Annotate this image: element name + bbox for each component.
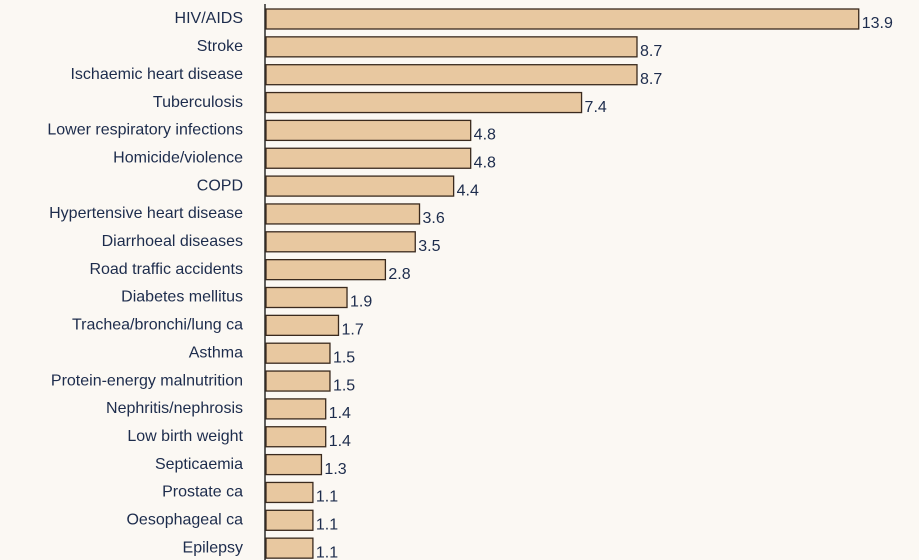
value-label: 1.1 bbox=[316, 489, 338, 506]
y-tick-label: Road traffic accidents bbox=[89, 261, 243, 278]
value-label: 4.8 bbox=[474, 127, 496, 144]
bar bbox=[265, 314, 340, 337]
y-tick-label: Nephritis/nephrosis bbox=[106, 400, 243, 417]
value-label: 1.9 bbox=[350, 294, 372, 311]
value-label: 1.5 bbox=[333, 349, 355, 366]
y-tick-label: Diarrhoeal diseases bbox=[102, 233, 243, 250]
bar bbox=[265, 64, 638, 86]
bar bbox=[265, 509, 314, 531]
y-tick-label: Low birth weight bbox=[127, 428, 243, 445]
y-tick-label: Homicide/violence bbox=[113, 149, 243, 166]
value-label: 7.4 bbox=[585, 99, 607, 116]
bar bbox=[265, 203, 421, 225]
value-label: 1.4 bbox=[329, 433, 351, 450]
bar bbox=[265, 119, 472, 142]
bar bbox=[265, 398, 327, 420]
value-label: 1.4 bbox=[329, 405, 351, 422]
value-label: 1.5 bbox=[333, 377, 355, 394]
y-tick-label: Tuberculosis bbox=[153, 94, 243, 111]
value-label: 1.7 bbox=[341, 322, 363, 339]
y-tick-label: Protein-energy malnutrition bbox=[51, 372, 243, 389]
y-tick-label: Trachea/bronchi/lung ca bbox=[72, 317, 243, 334]
y-tick-label: Asthma bbox=[189, 344, 243, 361]
value-label: 2.8 bbox=[388, 266, 410, 283]
y-tick-label: HIV/AIDS bbox=[175, 10, 243, 27]
bar bbox=[265, 537, 314, 559]
y-tick-label: Ischaemic heart disease bbox=[70, 66, 243, 83]
bar bbox=[265, 426, 327, 448]
bar bbox=[265, 231, 416, 253]
value-label: 8.7 bbox=[640, 43, 662, 60]
bar bbox=[265, 8, 860, 30]
value-label: 1.1 bbox=[316, 544, 338, 560]
bar bbox=[265, 147, 472, 169]
value-label: 13.9 bbox=[862, 15, 893, 32]
bar bbox=[265, 175, 455, 197]
value-label: 3.5 bbox=[418, 238, 440, 255]
value-label: 4.8 bbox=[474, 154, 496, 171]
y-tick-label: Epilepsy bbox=[183, 539, 243, 556]
bar bbox=[265, 286, 348, 309]
y-tick-label: Septicaemia bbox=[155, 456, 243, 473]
value-label: 4.4 bbox=[457, 182, 479, 199]
y-tick-label: Hypertensive heart disease bbox=[49, 205, 243, 222]
bar bbox=[265, 481, 314, 504]
y-tick-label: Prostate ca bbox=[162, 484, 243, 501]
bar bbox=[265, 342, 331, 364]
bar bbox=[265, 453, 323, 476]
value-label: 3.6 bbox=[423, 210, 445, 227]
bar bbox=[265, 258, 387, 281]
y-tick-label: Oesophageal ca bbox=[126, 512, 243, 529]
y-tick-label: COPD bbox=[197, 177, 243, 194]
value-label: 8.7 bbox=[640, 71, 662, 88]
bar bbox=[265, 91, 583, 114]
value-label: 1.3 bbox=[324, 461, 346, 478]
y-tick-label: Diabetes mellitus bbox=[121, 289, 243, 306]
y-tick-label: Lower respiratory infections bbox=[47, 122, 243, 139]
bar bbox=[265, 370, 331, 392]
value-label: 1.1 bbox=[316, 517, 338, 534]
y-tick-label: Stroke bbox=[197, 38, 243, 55]
bar bbox=[265, 36, 638, 58]
